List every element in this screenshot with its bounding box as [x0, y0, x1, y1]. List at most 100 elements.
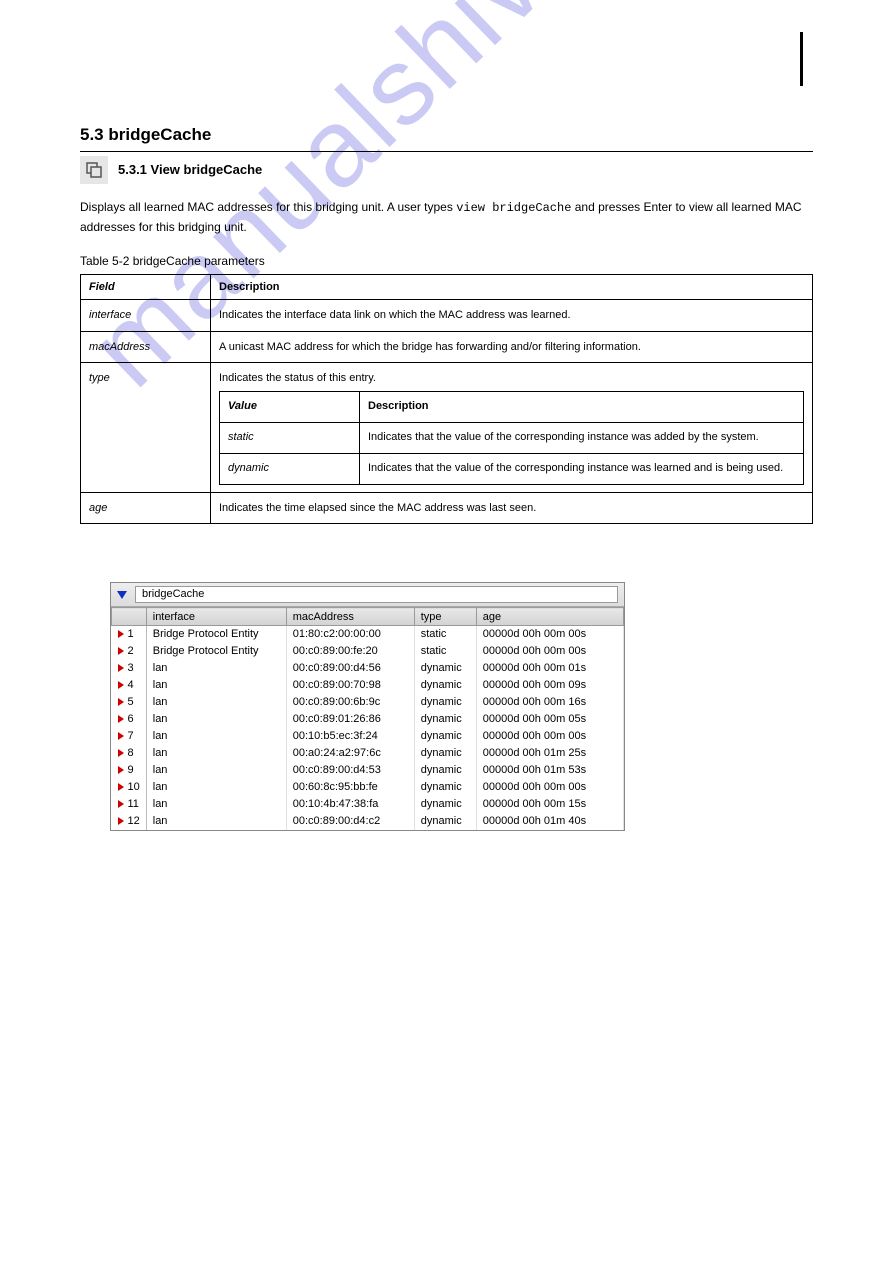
grid-row[interactable]: 2Bridge Protocol Entity00:c0:89:00:fe:20… — [112, 643, 624, 660]
grid-row-marker: 9 — [112, 762, 147, 779]
cell-interface: lan — [146, 779, 286, 796]
cell-age: 00000d 00h 00m 00s — [476, 626, 623, 643]
desc-cell: Indicates the time elapsed since the MAC… — [211, 492, 813, 524]
cell-age: 00000d 00h 00m 00s — [476, 728, 623, 745]
grid-col-type[interactable]: type — [414, 608, 476, 626]
cell-macaddress: 01:80:c2:00:00:00 — [286, 626, 414, 643]
cell-interface: lan — [146, 762, 286, 779]
subsection-row: 5.3.1 View bridgeCache — [80, 156, 813, 184]
field-cell: macAddress — [81, 331, 211, 363]
grid-header-row: interface macAddress type age — [112, 608, 624, 626]
cell-age: 00000d 00h 00m 00s — [476, 643, 623, 660]
row-marker-icon — [118, 783, 124, 791]
grid-row[interactable]: 10lan00:60:8c:95:bb:fedynamic00000d 00h … — [112, 779, 624, 796]
grid-row[interactable]: 9lan00:c0:89:00:d4:53dynamic00000d 00h 0… — [112, 762, 624, 779]
nested-desc-cell: Indicates that the value of the correspo… — [360, 453, 804, 484]
grid-row-marker: 10 — [112, 779, 147, 796]
nested-value-cell: dynamic — [220, 453, 360, 484]
grid-col-age[interactable]: age — [476, 608, 623, 626]
copy-icon — [80, 156, 108, 184]
cell-age: 00000d 00h 01m 25s — [476, 745, 623, 762]
grid-row[interactable]: 4lan00:c0:89:00:70:98dynamic00000d 00h 0… — [112, 677, 624, 694]
col-header-field: Field — [81, 275, 211, 300]
cell-interface: Bridge Protocol Entity — [146, 643, 286, 660]
table-row: ageIndicates the time elapsed since the … — [81, 492, 813, 524]
cell-interface: lan — [146, 728, 286, 745]
row-marker-icon — [118, 817, 124, 825]
cell-interface: Bridge Protocol Entity — [146, 626, 286, 643]
cell-macaddress: 00:60:8c:95:bb:fe — [286, 779, 414, 796]
row-marker-icon — [118, 749, 124, 757]
nested-table: ValueDescriptionstaticIndicates that the… — [219, 391, 804, 485]
field-cell: interface — [81, 300, 211, 332]
grid-row-marker: 1 — [112, 626, 147, 643]
table-row: macAddressA unicast MAC address for whic… — [81, 331, 813, 363]
panel-title[interactable]: bridgeCache — [135, 586, 618, 603]
nested-value-cell: static — [220, 422, 360, 453]
grid-row[interactable]: 3lan00:c0:89:00:d4:56dynamic00000d 00h 0… — [112, 660, 624, 677]
grid-row[interactable]: 12lan00:c0:89:00:d4:c2dynamic00000d 00h … — [112, 813, 624, 830]
cell-type: dynamic — [414, 660, 476, 677]
cell-age: 00000d 00h 01m 40s — [476, 813, 623, 830]
nested-intro: Indicates the status of this entry. — [219, 370, 804, 387]
grid-row-marker: 4 — [112, 677, 147, 694]
cell-type: dynamic — [414, 762, 476, 779]
field-cell: type — [81, 363, 211, 492]
collapse-icon[interactable] — [117, 591, 127, 599]
desc-cell: Indicates the interface data link on whi… — [211, 300, 813, 332]
grid-row[interactable]: 1Bridge Protocol Entity01:80:c2:00:00:00… — [112, 626, 624, 643]
cell-age: 00000d 00h 00m 05s — [476, 711, 623, 728]
bridgecache-panel: bridgeCache interface macAddress type ag… — [110, 582, 625, 831]
cell-macaddress: 00:10:b5:ec:3f:24 — [286, 728, 414, 745]
body-paragraph: Displays all learned MAC addresses for t… — [80, 198, 813, 236]
table-row: type Indicates the status of this entry. V… — [81, 363, 813, 492]
cell-type: dynamic — [414, 796, 476, 813]
grid-row-marker: 5 — [112, 694, 147, 711]
grid-row[interactable]: 6lan00:c0:89:01:26:86dynamic00000d 00h 0… — [112, 711, 624, 728]
cell-type: dynamic — [414, 711, 476, 728]
grid-row-marker: 3 — [112, 660, 147, 677]
cell-macaddress: 00:c0:89:00:d4:53 — [286, 762, 414, 779]
body-text-prefix: Displays all learned MAC addresses for t… — [80, 200, 456, 214]
cell-type: dynamic — [414, 779, 476, 796]
nested-row: dynamicIndicates that the value of the c… — [220, 453, 804, 484]
grid-row[interactable]: 5lan00:c0:89:00:6b:9cdynamic00000d 00h 0… — [112, 694, 624, 711]
row-marker-icon — [118, 715, 124, 723]
grid-row-marker: 11 — [112, 796, 147, 813]
cell-age: 00000d 00h 00m 01s — [476, 660, 623, 677]
grid-row[interactable]: 8lan00:a0:24:a2:97:6cdynamic00000d 00h 0… — [112, 745, 624, 762]
panel-titlebar: bridgeCache — [111, 583, 624, 607]
cell-age: 00000d 00h 00m 09s — [476, 677, 623, 694]
cell-interface: lan — [146, 745, 286, 762]
cell-interface: lan — [146, 660, 286, 677]
desc-cell: A unicast MAC address for which the brid… — [211, 331, 813, 363]
cell-age: 00000d 00h 00m 00s — [476, 779, 623, 796]
grid-col-macaddress[interactable]: macAddress — [286, 608, 414, 626]
grid-col-interface[interactable]: interface — [146, 608, 286, 626]
row-marker-icon — [118, 732, 124, 740]
grid-row[interactable]: 7lan00:10:b5:ec:3f:24dynamic00000d 00h 0… — [112, 728, 624, 745]
cell-type: dynamic — [414, 813, 476, 830]
cell-interface: lan — [146, 694, 286, 711]
cell-macaddress: 00:c0:89:00:d4:c2 — [286, 813, 414, 830]
section-heading: 5.3 bridgeCache — [80, 125, 813, 145]
document-page: 5.3 bridgeCache 5.3.1 View bridgeCache D… — [0, 0, 893, 871]
cell-macaddress: 00:c0:89:00:6b:9c — [286, 694, 414, 711]
nested-row: staticIndicates that the value of the co… — [220, 422, 804, 453]
row-marker-icon — [118, 664, 124, 672]
cell-macaddress: 00:c0:89:01:26:86 — [286, 711, 414, 728]
grid-row[interactable]: 11lan00:10:4b:47:38:fadynamic00000d 00h … — [112, 796, 624, 813]
col-header-desc: Description — [211, 275, 813, 300]
grid-row-marker: 8 — [112, 745, 147, 762]
cell-interface: lan — [146, 711, 286, 728]
cell-age: 00000d 00h 00m 16s — [476, 694, 623, 711]
cell-macaddress: 00:c0:89:00:70:98 — [286, 677, 414, 694]
subsection-title: 5.3.1 View bridgeCache — [118, 156, 262, 177]
nested-col-value: Value — [220, 391, 360, 422]
grid-row-marker: 2 — [112, 643, 147, 660]
bridgecache-grid: interface macAddress type age 1Bridge Pr… — [111, 607, 624, 830]
nested-col-desc: Description — [360, 391, 804, 422]
cell-interface: lan — [146, 796, 286, 813]
cell-type: dynamic — [414, 694, 476, 711]
heading-rule — [80, 151, 813, 152]
